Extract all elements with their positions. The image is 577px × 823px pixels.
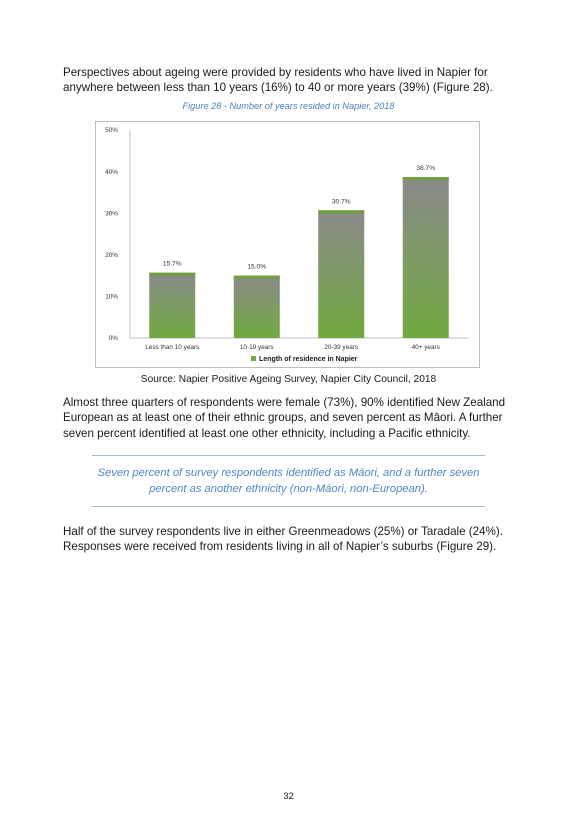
pullquote-top-rule	[92, 455, 485, 456]
x-tick-label: 40+ years	[412, 344, 440, 351]
pullquote-bottom-rule	[92, 506, 485, 507]
y-tick-label: 50%	[105, 127, 118, 134]
legend-swatch	[251, 356, 256, 361]
data-label: 38.7%	[416, 165, 435, 172]
bar	[318, 210, 365, 338]
figure-source: Source: Napier Positive Ageing Survey, N…	[140, 374, 437, 385]
bar-cap	[318, 210, 365, 214]
data-label: 15.7%	[163, 261, 182, 268]
y-tick-label: 30%	[105, 210, 118, 217]
figure-caption: Figure 28 - Number of years resided in N…	[182, 101, 395, 111]
bar	[402, 177, 449, 338]
bar-cap	[233, 275, 280, 279]
legend-label: Length of residence in Napier	[259, 356, 358, 363]
suburbs-paragraph: Half of the survey respondents live in e…	[63, 525, 503, 554]
x-tick-label: 20-39 years	[324, 344, 358, 351]
y-tick-label: 20%	[105, 252, 118, 259]
bar-cap	[149, 272, 196, 276]
y-tick-label: 10%	[105, 294, 118, 301]
bar-cap	[402, 177, 449, 181]
x-tick-label: Less than 10 years	[145, 344, 199, 351]
y-tick-label: 40%	[105, 169, 118, 176]
x-tick-label: 10-19 years	[240, 344, 274, 351]
bar	[233, 275, 280, 338]
bar-chart-frame: 0% 10% 20% 30% 40% 50% 15.7% Less than 10 years…	[95, 121, 480, 368]
page-number: 32	[283, 791, 294, 802]
pullquote: Seven percent of survey respondents iden…	[97, 467, 480, 495]
y-tick-label: 0%	[109, 335, 119, 342]
bar	[149, 272, 196, 338]
bar-chart: 0% 10% 20% 30% 40% 50% 15.7% Less than 10 years…	[105, 127, 468, 363]
data-label: 30.7%	[332, 198, 351, 205]
intro-paragraph: Perspectives about ageing were provided …	[63, 66, 493, 95]
data-label: 15.0%	[247, 264, 266, 271]
demographics-paragraph: Almost three quarters of respondents wer…	[63, 396, 506, 440]
